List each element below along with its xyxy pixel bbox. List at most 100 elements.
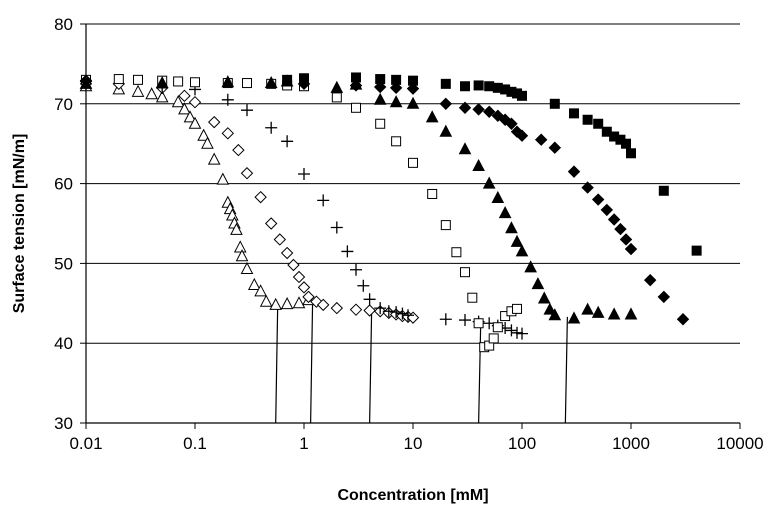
filled-diamond-marker [548,141,562,154]
open-diamond-marker [280,246,294,260]
filled-diamond-marker [567,165,581,178]
x-tick-label: 0.1 [183,434,207,453]
filled-square-marker [351,72,362,83]
filled-diamond-marker [439,97,453,111]
open-square-marker [133,74,144,85]
open-triangle-marker [254,284,267,297]
open-triangle-marker [259,294,273,307]
open-square-marker [113,74,124,85]
filled-triangle-marker [581,302,594,315]
plus-marker [374,302,387,315]
filled-triangle-marker [221,75,235,88]
horizontal-gridlines [86,23,740,344]
y-tick-label: 60 [54,175,73,194]
open-diamond-marker [240,167,254,180]
y-axis-title: Surface tension [mN/m] [11,134,28,314]
open-square-marker [427,188,438,199]
plus-marker [382,305,395,318]
open-triangle-marker [201,136,214,149]
plus-marker [341,245,354,258]
plus-marker [317,194,330,207]
filled-triangle-marker [537,291,551,304]
open-triangle-marker [235,249,249,262]
x-tick-label: 10 [404,434,423,453]
open-diamond-marker [349,303,363,316]
plus-marker [402,309,415,322]
filled-triangle-marker [330,80,344,93]
filled-triangle-marker [531,277,545,290]
cmc-line [369,311,373,424]
filled-square-marker [484,81,495,92]
y-ticks: 30 40 50 60 70 80 [54,15,86,433]
filled-square-marker [375,74,386,85]
open-triangle-marker [247,277,261,290]
open-triangle-marker [216,172,230,185]
open-square-marker [488,333,499,344]
filled-diamond-marker [406,82,420,95]
filled-square-marker [593,118,604,129]
open-square-marker [173,76,184,87]
x-tick-label: 0.01 [69,434,102,453]
plus-marker [505,324,518,337]
filled-square-marker [282,74,293,85]
open-triangle-marker [178,102,191,115]
filled-diamond-marker [614,222,627,236]
open-triangle-marker [230,222,243,235]
open-diamond-marker [273,233,287,246]
filled-diamond-marker [643,273,657,287]
open-triangle-marker [171,95,185,108]
filled-triangle-marker [439,124,453,137]
plus-marker [459,314,472,327]
plus-marker [265,121,278,134]
filled-diamond-marker [505,117,518,130]
cmc-line [478,327,482,424]
open-square-marker [473,318,484,329]
filled-diamond-marker [591,193,605,206]
open-triangle-marker [188,116,202,129]
filled-triangle-marker [155,75,169,89]
plus-marker [281,135,294,148]
filled-square-marker [621,138,632,149]
filled-triangle-marker [406,96,420,109]
open-triangle-marker [269,297,283,310]
open-triangle-marker [131,84,145,97]
filled-square-marker [391,74,402,85]
plus-marker [330,221,343,234]
filled-triangle-marker [389,95,403,108]
filled-square-marker [440,78,451,89]
data-points [79,72,702,353]
x-tick-label: 10000 [716,434,763,453]
open-triangle-marker [225,208,239,221]
filled-square-marker [569,108,580,119]
cmc-drop-lines [275,300,568,424]
cmc-line [564,316,568,424]
y-tick-label: 40 [54,334,73,353]
filled-triangle-marker [264,75,278,89]
cmc-line [310,300,314,424]
x-tick-label: 1000 [612,434,650,453]
y-tick-label: 50 [54,254,73,273]
filled-triangle-marker [624,307,638,320]
filled-diamond-marker [534,133,548,146]
filled-triangle-marker [373,92,387,105]
open-square-marker [190,77,200,88]
y-tick-label: 30 [54,414,73,433]
plus-marker [516,327,528,340]
plus-marker [390,306,403,319]
open-diamond-marker [316,298,330,312]
open-diamond-marker [292,270,306,284]
filled-triangle-marker [607,307,621,320]
filled-diamond-marker [389,81,403,95]
filled-square-marker [408,75,418,86]
open-diamond-marker [221,127,235,140]
open-diamond-marker [232,143,245,157]
filled-diamond-marker [472,103,485,116]
filled-diamond-marker [600,203,614,217]
plus-marker [396,307,409,320]
open-diamond-marker [302,290,315,304]
open-triangle-marker [183,110,197,123]
open-square-marker [391,136,402,147]
open-diamond-marker [254,190,267,204]
open-diamond-marker [287,258,300,272]
